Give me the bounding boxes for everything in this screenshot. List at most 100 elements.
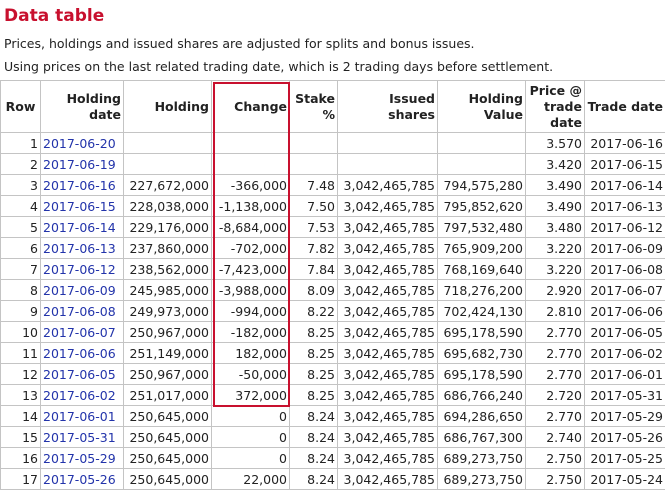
cell: 372,000 — [211, 384, 290, 406]
cell: 250,645,000 — [123, 447, 212, 469]
cell: 3,042,465,785 — [337, 426, 438, 448]
cell: 16 — [0, 447, 41, 469]
cell — [337, 132, 438, 154]
cell: 2.770 — [525, 363, 585, 385]
date-link[interactable]: 2017-06-20 — [40, 132, 124, 154]
cell: 797,532,480 — [437, 216, 526, 238]
date-link[interactable]: 2017-05-31 — [40, 426, 124, 448]
cell: 3,042,465,785 — [337, 216, 438, 238]
column-header: Row — [0, 80, 41, 133]
cell: 250,645,000 — [123, 426, 212, 448]
table-body: 1 2017-06-20 3.570 2017-06-16 2 2017-06-19 3.4… — [0, 132, 665, 490]
cell: 3,042,465,785 — [337, 195, 438, 217]
table-row: 1 2017-06-20 3.570 2017-06-16 — [0, 132, 665, 154]
cell: 2017-06-01 — [584, 363, 665, 385]
cell: 3.570 — [525, 132, 585, 154]
date-link[interactable]: 2017-06-06 — [40, 342, 124, 364]
cell: 228,038,000 — [123, 195, 212, 217]
data-table: Row Holding date Holding Change Stake % Issue… — [0, 80, 665, 490]
cell: 3,042,465,785 — [337, 447, 438, 469]
cell — [123, 153, 212, 175]
table-row: 17 2017-05-26 250,645,000 22,000 8.24 3,042,4… — [0, 468, 665, 490]
cell — [289, 132, 338, 154]
cell: 3,042,465,785 — [337, 174, 438, 196]
table-row: 3 2017-06-16 227,672,000 -366,000 7.48 3,042,… — [0, 174, 665, 196]
cell: 8.24 — [289, 405, 338, 427]
cell: 7 — [0, 258, 41, 280]
cell: 250,645,000 — [123, 405, 212, 427]
date-link[interactable]: 2017-06-07 — [40, 321, 124, 343]
date-link[interactable]: 2017-06-16 — [40, 174, 124, 196]
cell — [211, 153, 290, 175]
date-link[interactable]: 2017-06-12 — [40, 258, 124, 280]
column-header: Change — [211, 80, 290, 133]
cell: 0 — [211, 447, 290, 469]
cell: 2017-06-13 — [584, 195, 665, 217]
date-link[interactable]: 2017-06-08 — [40, 300, 124, 322]
date-link[interactable]: 2017-06-19 — [40, 153, 124, 175]
cell: 3.480 — [525, 216, 585, 238]
cell: 13 — [0, 384, 41, 406]
cell: 12 — [0, 363, 41, 385]
cell: 2.740 — [525, 426, 585, 448]
date-link[interactable]: 2017-06-15 — [40, 195, 124, 217]
date-link[interactable]: 2017-06-05 — [40, 363, 124, 385]
cell: 765,909,200 — [437, 237, 526, 259]
cell: 8.24 — [289, 426, 338, 448]
cell: 250,967,000 — [123, 363, 212, 385]
cell: 2017-06-09 — [584, 237, 665, 259]
cell: 794,575,280 — [437, 174, 526, 196]
table-row: 14 2017-06-01 250,645,000 0 8.24 3,042,465,78… — [0, 405, 665, 427]
cell: 8.25 — [289, 342, 338, 364]
cell: 2.720 — [525, 384, 585, 406]
cell: -1,138,000 — [211, 195, 290, 217]
cell: 3,042,465,785 — [337, 300, 438, 322]
cell: 3,042,465,785 — [337, 342, 438, 364]
cell: 3.490 — [525, 174, 585, 196]
cell: 17 — [0, 468, 41, 490]
cell: 2.770 — [525, 405, 585, 427]
cell: 795,852,620 — [437, 195, 526, 217]
header-row: Row Holding date Holding Change Stake % Issue… — [0, 80, 665, 133]
column-header: Issued shares — [337, 80, 438, 133]
column-header: Stake % — [289, 80, 338, 133]
cell: 695,178,590 — [437, 321, 526, 343]
cell: 3.490 — [525, 195, 585, 217]
date-link[interactable]: 2017-05-29 — [40, 447, 124, 469]
cell: 3,042,465,785 — [337, 384, 438, 406]
cell: 7.50 — [289, 195, 338, 217]
cell: 3,042,465,785 — [337, 363, 438, 385]
cell: 0 — [211, 405, 290, 427]
date-link[interactable]: 2017-05-26 — [40, 468, 124, 490]
date-link[interactable]: 2017-06-14 — [40, 216, 124, 238]
cell: 2.770 — [525, 321, 585, 343]
cell: 2017-05-24 — [584, 468, 665, 490]
cell: 718,276,200 — [437, 279, 526, 301]
cell: 3 — [0, 174, 41, 196]
cell: 7.84 — [289, 258, 338, 280]
column-header: Holding Value — [437, 80, 526, 133]
date-link[interactable]: 2017-06-01 — [40, 405, 124, 427]
table-row: 7 2017-06-12 238,562,000 -7,423,000 7.84 3,04… — [0, 258, 665, 280]
cell: 2017-06-02 — [584, 342, 665, 364]
cell: 8.24 — [289, 468, 338, 490]
cell: 768,169,640 — [437, 258, 526, 280]
cell: -8,684,000 — [211, 216, 290, 238]
date-link[interactable]: 2017-06-02 — [40, 384, 124, 406]
table-row: 2 2017-06-19 3.420 2017-06-15 — [0, 153, 665, 175]
cell: 2017-05-26 — [584, 426, 665, 448]
column-header: Price @ trade date — [525, 80, 585, 133]
cell: 227,672,000 — [123, 174, 212, 196]
cell: 250,645,000 — [123, 468, 212, 490]
date-link[interactable]: 2017-06-09 — [40, 279, 124, 301]
cell: 686,766,240 — [437, 384, 526, 406]
cell: 695,682,730 — [437, 342, 526, 364]
table-row: 13 2017-06-02 251,017,000 372,000 8.25 3,042,… — [0, 384, 665, 406]
table-row: 9 2017-06-08 249,973,000 -994,000 8.22 3,042,… — [0, 300, 665, 322]
cell: 249,973,000 — [123, 300, 212, 322]
date-link[interactable]: 2017-06-13 — [40, 237, 124, 259]
note: Using prices on the last related trading… — [4, 59, 554, 74]
cell: 8.22 — [289, 300, 338, 322]
cell: 22,000 — [211, 468, 290, 490]
cell: -702,000 — [211, 237, 290, 259]
